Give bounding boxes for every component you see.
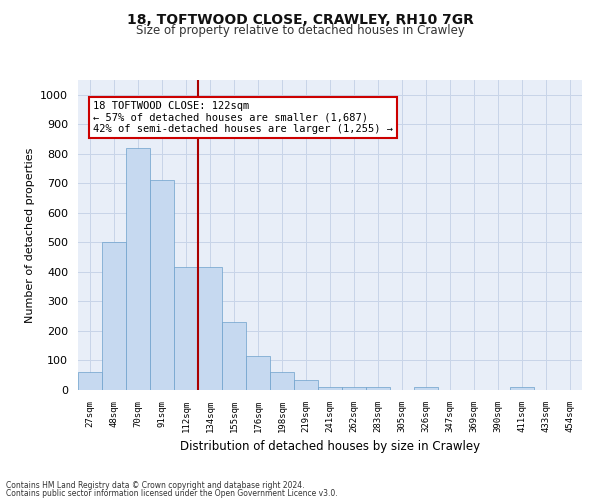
Bar: [78, 372, 102, 390]
Bar: [366, 387, 390, 390]
Bar: [294, 380, 318, 390]
Text: Contains public sector information licensed under the Open Government Licence v3: Contains public sector information licen…: [6, 489, 338, 498]
Text: Contains HM Land Registry data © Crown copyright and database right 2024.: Contains HM Land Registry data © Crown c…: [6, 480, 305, 490]
Bar: [198, 268, 222, 390]
Bar: [222, 322, 246, 390]
Bar: [342, 387, 366, 390]
Bar: [510, 387, 534, 390]
Bar: [318, 387, 342, 390]
Bar: [126, 148, 150, 390]
Bar: [414, 387, 438, 390]
Bar: [102, 242, 126, 390]
X-axis label: Distribution of detached houses by size in Crawley: Distribution of detached houses by size …: [180, 440, 480, 454]
Text: 18 TOFTWOOD CLOSE: 122sqm
← 57% of detached houses are smaller (1,687)
42% of se: 18 TOFTWOOD CLOSE: 122sqm ← 57% of detac…: [93, 100, 393, 134]
Bar: [270, 372, 294, 390]
Bar: [174, 268, 198, 390]
Text: 18, TOFTWOOD CLOSE, CRAWLEY, RH10 7GR: 18, TOFTWOOD CLOSE, CRAWLEY, RH10 7GR: [127, 12, 473, 26]
Text: Size of property relative to detached houses in Crawley: Size of property relative to detached ho…: [136, 24, 464, 37]
Y-axis label: Number of detached properties: Number of detached properties: [25, 148, 35, 322]
Bar: [150, 180, 174, 390]
Bar: [246, 356, 270, 390]
